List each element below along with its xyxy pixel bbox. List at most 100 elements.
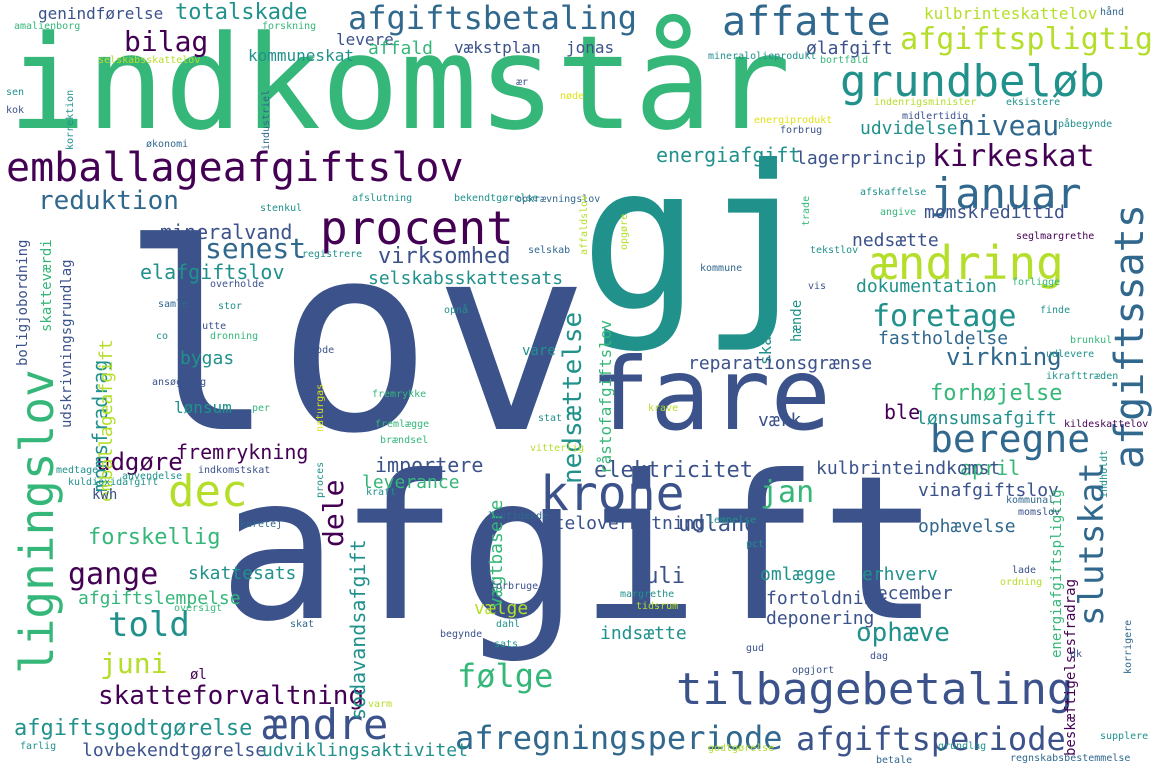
cloud-word: selskabsskattesats (368, 268, 564, 289)
cloud-word: angive (880, 207, 917, 218)
cloud-word: udviklingsaktivitet (262, 740, 468, 761)
cloud-word: vinafgiftslov (918, 480, 1059, 501)
cloud-word: beskæftigelsesfradrag (1063, 579, 1079, 757)
cloud-word: ordning (1000, 577, 1043, 588)
cloud-word: skat (290, 619, 315, 630)
cloud-word: gange (68, 557, 159, 592)
cloud-word: jonas (566, 38, 615, 57)
cloud-word: påbegynde (1058, 119, 1113, 130)
cloud-word: fastholdelse (878, 328, 1009, 349)
cloud-word: nøde (560, 91, 585, 102)
cloud-word: afslutte (178, 321, 227, 332)
cloud-word: momslov (1018, 507, 1061, 518)
cloud-word: ophævelse (918, 516, 1016, 537)
cloud-word: skatteværdi (39, 239, 55, 333)
cloud-word: fare (590, 336, 831, 453)
cloud-word: skattesats (188, 563, 297, 584)
cloud-word: følge (457, 657, 554, 695)
cloud-word: kommuneskat (248, 46, 354, 65)
cloud-word: bekendtgørelse (454, 193, 539, 204)
cloud-word: tekstlov (810, 245, 859, 256)
cloud-word: stor (218, 301, 243, 312)
cloud-word: opnå (444, 305, 469, 316)
cloud-word: samle (158, 299, 189, 310)
cloud-word: lempelse (708, 515, 757, 526)
cloud-word: kok (6, 105, 25, 116)
cloud-word: stat (538, 413, 563, 424)
cloud-word: korrektion (65, 89, 76, 150)
cloud-word: lagerprincip (796, 148, 927, 169)
cloud-word: udland (678, 512, 758, 537)
cloud-word: kulbrinteindkomst (816, 458, 1001, 479)
cloud-word: stenkul (260, 203, 303, 214)
cloud-word: hånd (1100, 7, 1125, 18)
cloud-word: skattekredit (756, 249, 775, 366)
cloud-word: virksomhed (378, 244, 511, 269)
cloud-word: indsætte (600, 623, 687, 644)
cloud-word: genindførelse (38, 4, 164, 23)
cloud-word: el (900, 609, 913, 620)
cloud-word: ble (884, 400, 921, 424)
cloud-word: krave (648, 403, 679, 414)
cloud-word: vis (808, 281, 827, 292)
cloud-word: dahl (496, 619, 521, 630)
cloud-word: januar (930, 169, 1082, 218)
cloud-word: opgøre (619, 213, 630, 250)
cloud-word: mineralolieprodukt (708, 51, 817, 62)
cloud-word: bortfald (820, 55, 869, 66)
cloud-word: december (866, 583, 953, 604)
cloud-word: medtage (56, 465, 99, 476)
cloud-word: farlig (20, 741, 57, 752)
cloud-word: nedsætte (852, 230, 939, 251)
cloud-word: varm (368, 699, 393, 710)
cloud-word: senest (205, 232, 307, 265)
cloud-word: fremlægge (375, 419, 430, 430)
cloud-word: beregne (930, 417, 1091, 461)
cloud-word: hotelovernatning (532, 513, 706, 534)
cloud-word: dronning (210, 331, 259, 342)
cloud-word: jan (760, 475, 815, 510)
cloud-word: amalienborg (14, 21, 81, 32)
cloud-word: brunkul (1070, 335, 1113, 346)
cloud-word: forhøjelse (930, 381, 1063, 406)
cloud-word: elektricitet (594, 458, 753, 483)
cloud-word: grundlag (938, 741, 987, 752)
cloud-word: eksistere (1006, 97, 1061, 108)
cloud-word: ophæve (856, 618, 950, 648)
cloud-word: totalskade (175, 0, 308, 25)
cloud-word: begynde (440, 629, 483, 640)
cloud-word: overholde (210, 279, 265, 290)
cloud-word: udgøre (96, 448, 183, 476)
cloud-word: registrere (302, 249, 363, 260)
cloud-word: afskaffelse (860, 187, 927, 198)
cloud-word: dokumentation (856, 276, 997, 297)
cloud-word: betale (876, 755, 913, 766)
cloud-word: naturgas (315, 383, 326, 432)
cloud-word: afgiftsbetaling (348, 0, 637, 37)
cloud-word: opkrævningslov (516, 194, 601, 205)
cloud-word: trade (801, 195, 812, 226)
cloud-word: opgjort (792, 665, 835, 676)
cloud-word: supplere (1100, 731, 1149, 742)
cloud-word: regnskabsbestemmelse (1010, 753, 1131, 764)
cloud-word: erhverv (862, 564, 938, 585)
cloud-word: indkomstår (8, 7, 791, 159)
cloud-word: lønsum (174, 398, 232, 417)
cloud-word: mineralvand (160, 220, 293, 244)
cloud-word: affaldslov (579, 194, 590, 255)
cloud-word: anvendelse (122, 471, 183, 482)
cloud-word: afgiftsperiode (796, 720, 1066, 758)
cloud-word: bygas (180, 348, 235, 369)
cloud-word: nedsættelse (558, 311, 588, 484)
cloud-word: industriel (261, 89, 272, 150)
cloud-word: øl (190, 667, 207, 683)
cloud-word: vitterlig (530, 443, 585, 454)
cloud-word: tilbagebetaling (676, 664, 1074, 715)
cloud-word: foretage (872, 299, 1017, 334)
cloud-word: selskabsskattelov (98, 55, 201, 66)
cloud-word: affatte (722, 0, 891, 45)
cloud-word: sodavandsafgift (346, 539, 370, 720)
cloud-word: forligge (1012, 277, 1061, 288)
cloud-word: per (252, 403, 271, 414)
cloud-word: korrigere (1123, 619, 1134, 674)
